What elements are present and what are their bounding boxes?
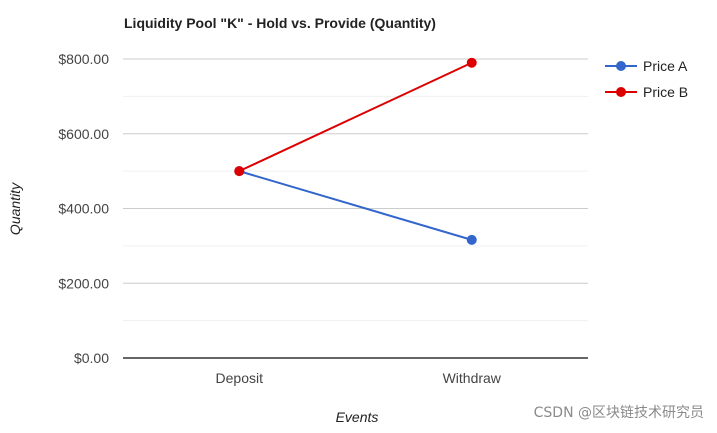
x-tick-label: Withdraw — [443, 370, 502, 386]
y-axis-title: Quantity — [7, 182, 23, 235]
x-axis-title: Events — [336, 409, 379, 425]
legend-marker-price-a — [616, 61, 626, 71]
chart-title: Liquidity Pool "K" - Hold vs. Provide (Q… — [124, 15, 436, 31]
y-tick-label: $600.00 — [58, 126, 109, 142]
legend-label-price-a[interactable]: Price A — [643, 58, 688, 74]
data-point-price-b[interactable] — [466, 57, 477, 68]
series-line-price-b — [238, 61, 473, 173]
series-line-price-a — [238, 170, 473, 241]
legend-marker-price-b — [616, 87, 626, 97]
data-point-price-b[interactable] — [234, 166, 245, 177]
data-point-price-a[interactable] — [466, 234, 477, 245]
y-tick-label: $400.00 — [58, 201, 109, 217]
watermark: CSDN @区块链技术研究员 — [534, 405, 704, 421]
y-tick-label: $200.00 — [58, 275, 109, 291]
legend-label-price-b[interactable]: Price B — [643, 84, 688, 100]
y-tick-label: $800.00 — [58, 51, 109, 67]
x-tick-label: Deposit — [216, 370, 264, 386]
y-tick-label: $0.00 — [74, 350, 109, 366]
